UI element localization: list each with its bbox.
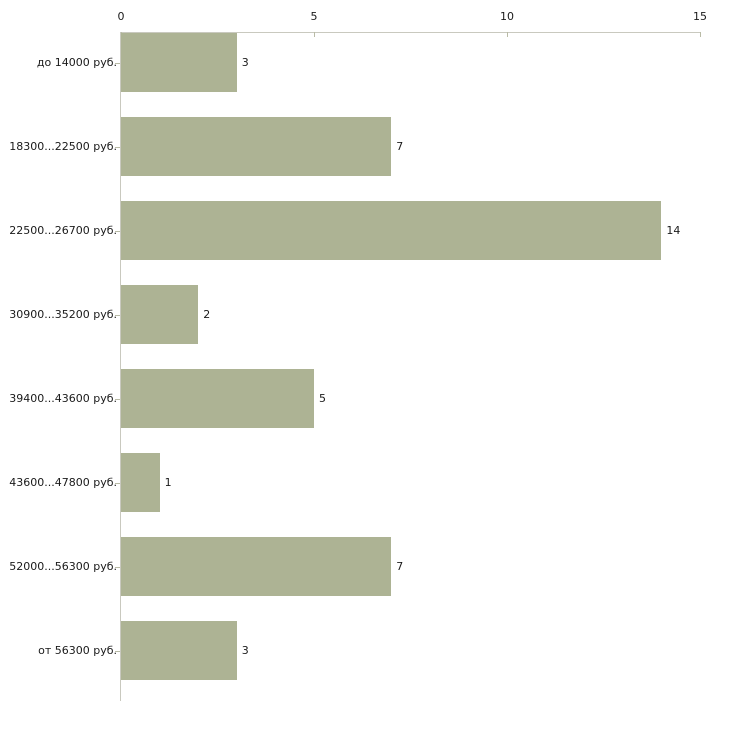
- bar-value-label: 2: [203, 307, 211, 321]
- bar[interactable]: [121, 621, 237, 680]
- y-axis-tick: [115, 651, 120, 652]
- y-axis-tick: [115, 483, 120, 484]
- x-axis-tick: [314, 32, 315, 37]
- bar[interactable]: [121, 201, 662, 260]
- bar[interactable]: [121, 285, 199, 344]
- x-axis-tick-label: 15: [693, 10, 707, 23]
- category-label: 43600...47800 руб.: [9, 475, 117, 489]
- category-label: 22500...26700 руб.: [9, 223, 117, 237]
- bar-value-label: 3: [241, 643, 249, 657]
- category-label: 39400...43600 руб.: [9, 391, 117, 405]
- bar[interactable]: [121, 33, 237, 92]
- category-label: 18300...22500 руб.: [9, 139, 117, 153]
- x-axis-tick: [700, 32, 701, 37]
- bar[interactable]: [121, 369, 314, 428]
- bar-value-label: 7: [396, 139, 404, 153]
- category-label: 30900...35200 руб.: [9, 307, 117, 321]
- category-label: 52000...56300 руб.: [9, 559, 117, 573]
- bar-value-label: 3: [241, 55, 249, 69]
- x-axis-tick: [507, 32, 508, 37]
- y-axis-tick: [115, 147, 120, 148]
- bar-value-label: 7: [396, 559, 404, 573]
- bar[interactable]: [121, 537, 392, 596]
- bar-value-label: 14: [666, 223, 681, 237]
- y-axis-tick: [115, 315, 120, 316]
- bar-value-label: 1: [164, 475, 172, 489]
- bar[interactable]: [121, 453, 160, 512]
- y-axis-tick: [115, 399, 120, 400]
- x-axis-tick-label: 0: [117, 10, 125, 23]
- y-axis-line: [120, 32, 121, 701]
- bar[interactable]: [121, 117, 392, 176]
- bar-value-label: 5: [319, 391, 326, 405]
- y-axis-tick: [115, 231, 120, 232]
- y-axis-tick: [115, 567, 120, 568]
- x-axis-tick-label: 5: [310, 10, 318, 23]
- x-axis-tick-label: 10: [500, 10, 514, 23]
- category-label: от 56300 руб.: [38, 643, 117, 657]
- y-axis-tick: [115, 63, 120, 64]
- category-label: до 14000 руб.: [36, 55, 117, 69]
- x-axis-line: [121, 32, 700, 33]
